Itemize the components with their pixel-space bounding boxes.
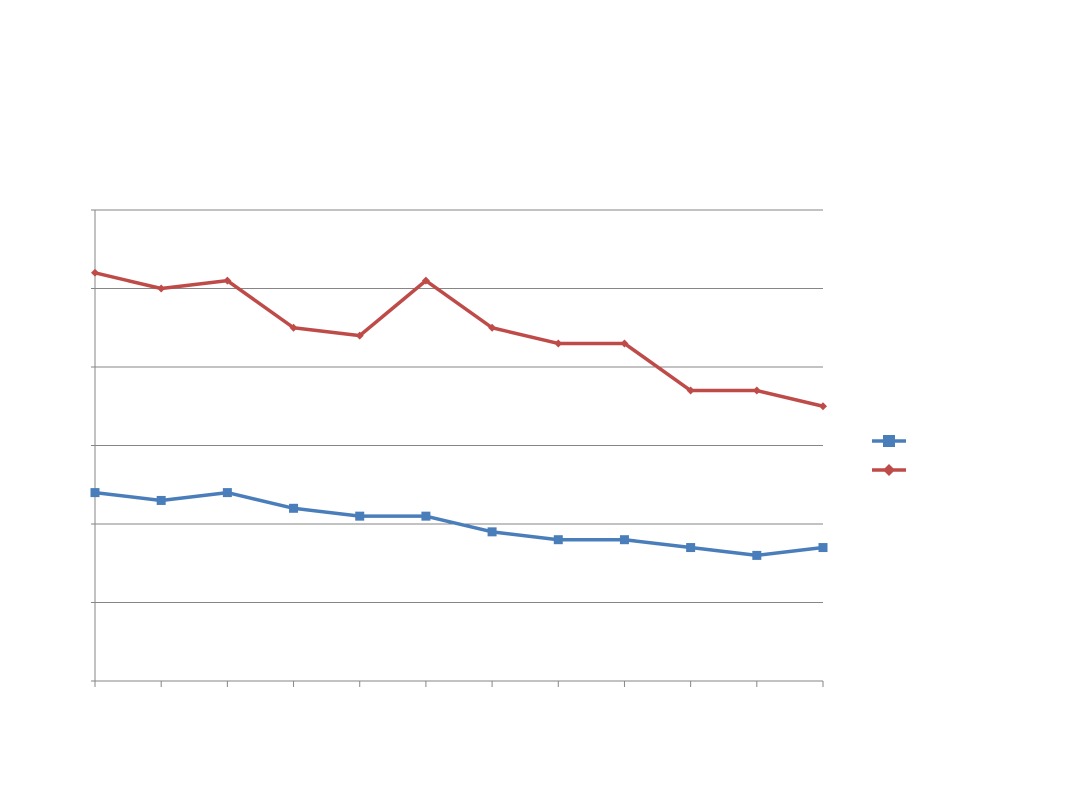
data-point (818, 543, 828, 553)
data-point (686, 543, 696, 553)
data-point (157, 284, 166, 293)
data-point (553, 535, 563, 545)
data-point (554, 339, 563, 348)
data-point (223, 276, 232, 285)
data-point (91, 268, 99, 277)
data-point (620, 339, 629, 348)
data-point (752, 386, 761, 395)
data-point (619, 535, 629, 545)
legend-marker (883, 464, 895, 476)
data-point (421, 511, 431, 521)
data-point (487, 527, 497, 537)
data-point (289, 503, 299, 513)
data-point (819, 402, 827, 411)
data-point (289, 323, 298, 332)
series-line (94, 490, 824, 558)
data-point (421, 276, 430, 285)
data-point (488, 323, 497, 332)
legend-marker (883, 435, 895, 447)
data-point (156, 495, 166, 505)
series-line (94, 271, 824, 408)
data-point (90, 488, 100, 498)
data-point (355, 511, 365, 521)
data-point (752, 550, 762, 560)
data-point (355, 331, 364, 340)
data-point (222, 488, 232, 498)
data-point (686, 386, 695, 395)
